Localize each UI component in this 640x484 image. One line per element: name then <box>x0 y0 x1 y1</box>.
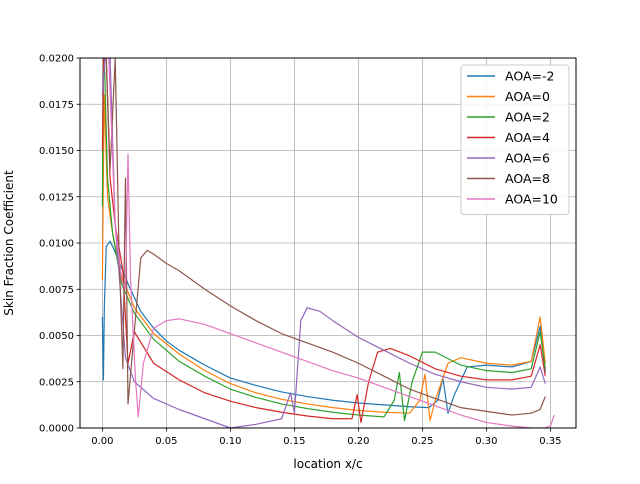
y-tick-label: 0.0200 <box>39 54 74 65</box>
series-line-6 <box>102 58 555 428</box>
y-axis-label: Skin Fraction Coefficient <box>2 170 16 316</box>
legend-label: AOA=8 <box>505 171 550 186</box>
x-axis-label: location x/c <box>293 457 362 471</box>
x-tick-label: 0.15 <box>283 436 305 447</box>
y-tick-label: 0.0125 <box>39 192 74 203</box>
x-tick-label: 0.20 <box>347 436 369 447</box>
legend-label: AOA=10 <box>505 192 558 207</box>
legend-label: AOA=-2 <box>505 69 554 84</box>
y-tick-label: 0.0025 <box>39 377 74 388</box>
legend-label: AOA=0 <box>505 89 550 104</box>
y-tick-label: 0.0050 <box>39 331 74 342</box>
x-axis: 0.00 0.05 0.10 0.15 0.20 0.25 0.30 0.35 <box>91 428 562 447</box>
legend: AOA=-2 AOA=0 AOA=2 AOA=4 AOA=6 AOA=8 AOA=10 <box>460 64 570 215</box>
legend-label: AOA=2 <box>505 110 550 125</box>
x-tick-label: 0.25 <box>411 436 433 447</box>
y-tick-label: 0.0075 <box>39 285 74 296</box>
legend-label: AOA=4 <box>505 130 550 145</box>
x-tick-label: 0.00 <box>91 436 113 447</box>
x-tick-label: 0.30 <box>475 436 497 447</box>
x-tick-label: 0.05 <box>155 436 177 447</box>
y-tick-label: 0.0000 <box>39 424 74 435</box>
legend-box <box>460 64 570 215</box>
y-axis: 0.0000 0.0025 0.0050 0.0075 0.0100 0.0125 0.01… <box>39 54 80 435</box>
series-line-5 <box>102 58 546 416</box>
x-tick-label: 0.10 <box>219 436 241 447</box>
series-layer <box>101 58 555 428</box>
y-tick-label: 0.0175 <box>39 100 74 111</box>
x-tick-label: 0.35 <box>539 436 561 447</box>
y-tick-label: 0.0150 <box>39 146 74 157</box>
y-tick-label: 0.0100 <box>39 239 74 250</box>
series-line-3 <box>101 58 546 424</box>
legend-label: AOA=6 <box>505 151 550 166</box>
